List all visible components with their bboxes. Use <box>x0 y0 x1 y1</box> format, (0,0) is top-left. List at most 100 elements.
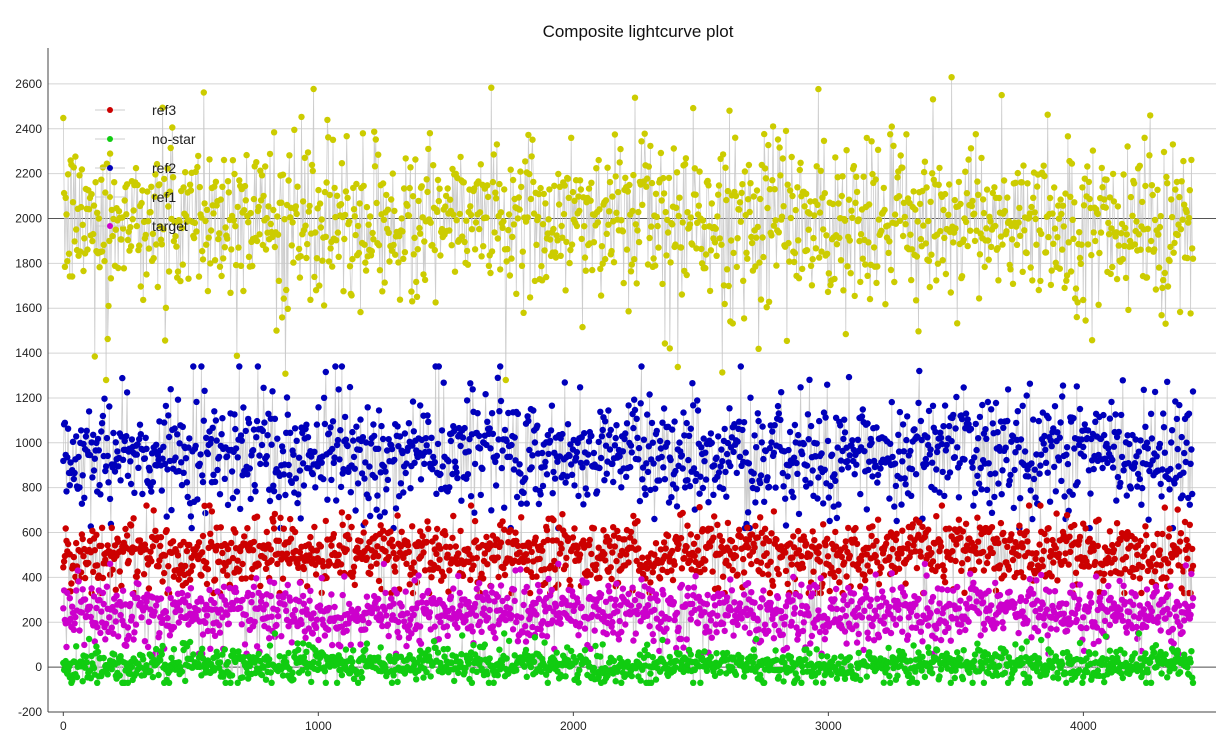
data-point <box>270 579 278 587</box>
data-point <box>634 610 641 618</box>
data-point <box>687 425 694 432</box>
data-point <box>1056 265 1064 272</box>
data-point <box>483 533 490 541</box>
data-point <box>639 554 646 561</box>
data-point <box>520 309 527 316</box>
data-point <box>211 478 219 485</box>
data-point <box>180 469 187 476</box>
data-point <box>753 187 761 194</box>
data-point <box>422 435 430 442</box>
data-point <box>111 608 119 615</box>
data-point <box>1168 439 1175 446</box>
data-point <box>1065 561 1072 568</box>
data-point <box>172 454 179 461</box>
data-point <box>766 589 774 597</box>
data-point <box>753 444 760 451</box>
data-point <box>946 422 953 430</box>
data-point <box>821 466 828 473</box>
data-point <box>612 434 619 442</box>
data-point <box>198 363 205 370</box>
data-point <box>456 210 463 218</box>
data-point <box>447 437 455 445</box>
data-point <box>702 251 710 258</box>
data-point <box>548 402 556 409</box>
data-point <box>509 626 517 633</box>
data-point <box>127 243 135 250</box>
data-point <box>436 185 443 192</box>
data-point <box>715 469 723 476</box>
data-point <box>388 445 396 453</box>
data-point <box>933 448 941 456</box>
data-point <box>437 252 444 259</box>
series-ref2 <box>60 363 1197 532</box>
data-point <box>267 220 274 228</box>
data-point <box>141 455 149 462</box>
data-point <box>555 560 562 568</box>
data-point <box>765 298 773 305</box>
data-point <box>429 241 436 249</box>
data-point <box>1086 195 1093 203</box>
data-point <box>216 453 223 461</box>
data-point <box>492 195 500 202</box>
data-point <box>467 493 475 500</box>
data-point <box>291 126 298 133</box>
data-point <box>119 456 127 463</box>
data-point <box>916 367 923 375</box>
data-point <box>294 499 301 507</box>
data-point <box>280 471 287 478</box>
data-point <box>795 431 802 439</box>
data-point <box>878 227 885 234</box>
data-point <box>613 209 620 216</box>
data-point <box>602 197 610 204</box>
data-point <box>96 481 103 489</box>
data-point <box>915 328 922 335</box>
data-point <box>1118 411 1125 419</box>
data-point <box>465 448 472 455</box>
data-point <box>170 237 178 245</box>
data-point <box>379 288 386 295</box>
data-point <box>910 188 917 195</box>
data-point <box>1142 523 1149 530</box>
data-point <box>449 534 456 542</box>
data-point <box>714 521 721 528</box>
data-point <box>979 548 987 556</box>
data-point <box>77 203 85 211</box>
data-point <box>350 206 358 213</box>
data-point <box>90 230 97 238</box>
data-point <box>488 507 495 514</box>
data-point <box>165 412 172 419</box>
data-point <box>955 516 963 523</box>
data-point <box>264 432 271 439</box>
data-point <box>312 484 319 491</box>
data-point <box>575 492 582 500</box>
data-point <box>123 181 131 188</box>
data-point <box>1141 134 1148 141</box>
data-point <box>571 197 578 204</box>
data-point <box>965 156 972 163</box>
data-point <box>426 609 434 616</box>
data-point <box>998 491 1005 498</box>
data-point <box>847 270 854 277</box>
data-point <box>1039 563 1047 570</box>
data-point <box>733 263 740 271</box>
data-point <box>644 411 651 418</box>
data-point <box>361 241 368 248</box>
data-point <box>569 534 577 541</box>
data-point <box>159 104 166 111</box>
data-point <box>651 551 658 558</box>
data-point <box>182 169 189 176</box>
data-point <box>761 165 769 172</box>
data-point <box>1110 546 1118 554</box>
data-point <box>396 232 403 240</box>
data-point <box>431 246 438 254</box>
data-point <box>393 590 400 597</box>
data-point <box>786 258 793 265</box>
data-point <box>199 478 207 486</box>
data-point <box>602 255 609 263</box>
data-point <box>581 430 588 437</box>
data-point <box>576 384 584 391</box>
data-point <box>938 502 946 509</box>
data-point <box>817 167 824 174</box>
data-point <box>221 475 228 482</box>
data-point <box>1085 178 1093 186</box>
